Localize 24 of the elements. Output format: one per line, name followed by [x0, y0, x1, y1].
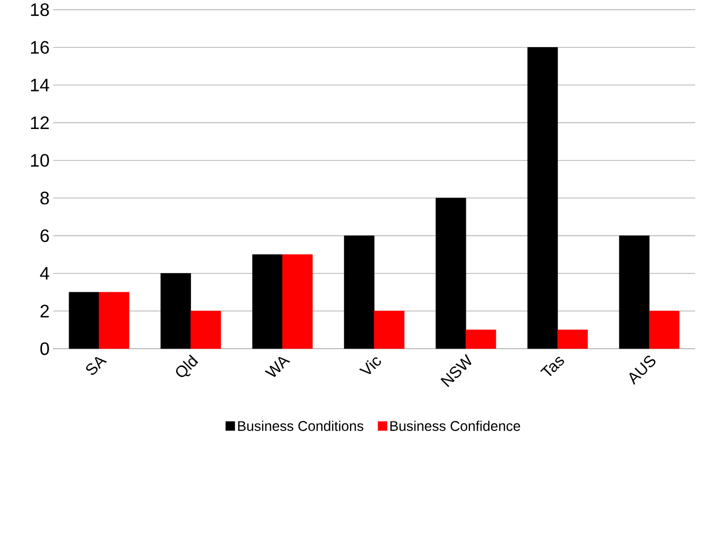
- y-tick-label: 8: [40, 192, 49, 205]
- y-tick-label: 2: [40, 304, 49, 318]
- y-tick-label: 18: [31, 4, 49, 16]
- legend-label: Business Conditions: [238, 420, 364, 432]
- legend-label: Business Confidence: [390, 420, 520, 432]
- y-tick-label: 0: [40, 342, 49, 356]
- bar: [98, 292, 130, 349]
- y-tick-label: 10: [31, 154, 49, 167]
- x-tick-label: WA: [264, 357, 290, 378]
- y-tick-label: 6: [40, 230, 49, 242]
- bar: [282, 254, 313, 349]
- x-tick-label: Tas: [540, 357, 564, 376]
- x-tick-label: Qld: [176, 354, 198, 378]
- y-tick-label: 16: [31, 41, 49, 54]
- bar: [557, 330, 588, 349]
- bar: [649, 311, 680, 349]
- y-tick-label: 12: [31, 116, 49, 130]
- x-tick-label: Vic: [359, 358, 381, 374]
- y-tick-label: 4: [40, 267, 50, 280]
- x-tick-label: SA: [86, 357, 107, 376]
- bar: [374, 311, 404, 349]
- bar: [190, 311, 221, 349]
- y-tick-label: 14: [31, 79, 50, 92]
- bar: [466, 330, 496, 349]
